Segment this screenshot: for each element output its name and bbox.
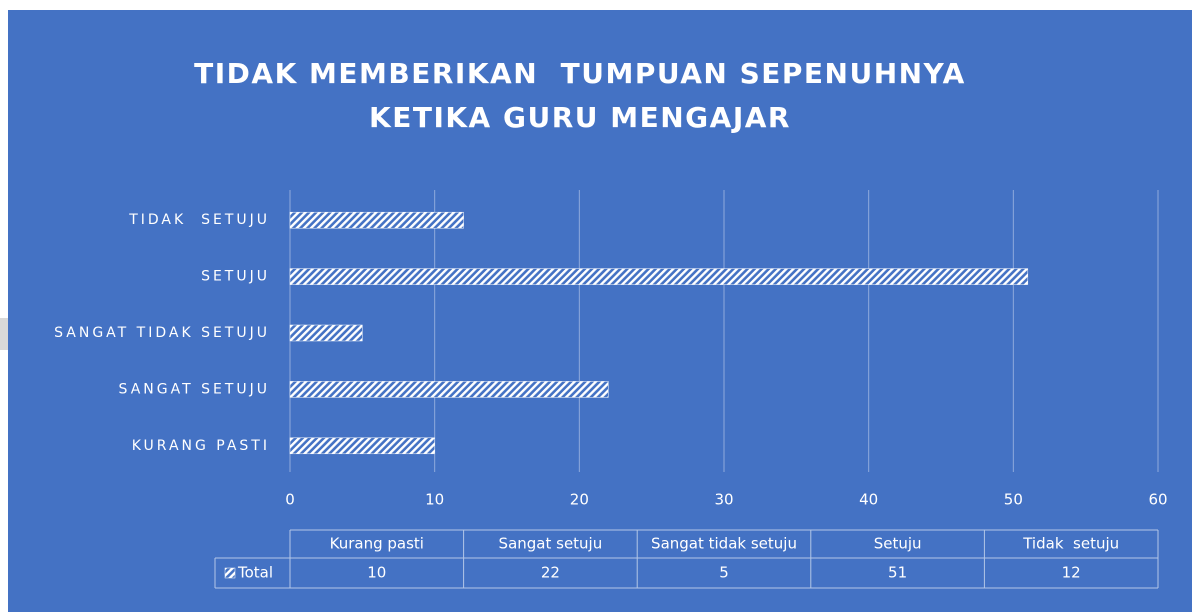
- legend-key: [224, 567, 236, 579]
- legend-label: Total: [237, 564, 273, 582]
- x-tick-label: 30: [714, 491, 733, 509]
- table-header: Setuju: [874, 535, 922, 553]
- table-header: Sangat setuju: [499, 535, 603, 553]
- bar: [289, 268, 1029, 285]
- x-tick-label: 20: [570, 491, 589, 509]
- bar: [289, 211, 464, 229]
- y-tick-label: Sangat setuju: [119, 381, 270, 397]
- bar: [289, 324, 363, 342]
- y-tick-label: Kurang pasti: [132, 438, 270, 454]
- table-value: 22: [541, 564, 560, 582]
- table-value: 12: [1062, 564, 1081, 582]
- table-header: Sangat tidak setuju: [651, 535, 797, 553]
- table-value: 10: [367, 564, 386, 582]
- bar: [289, 381, 609, 398]
- table-value: 51: [888, 564, 907, 582]
- y-tick-label: Sangat tidak setuju: [54, 325, 270, 341]
- table-value: 5: [719, 564, 729, 582]
- table-header: Tidak setuju: [1022, 535, 1119, 553]
- x-tick-label: 10: [425, 491, 444, 509]
- x-tick-label: 40: [859, 491, 878, 509]
- x-tick-label: 0: [285, 491, 295, 509]
- table-header: Kurang pasti: [330, 535, 424, 553]
- chart-title: TIDAK MEMBERIKAN TUMPUAN SEPENUHNYA KETI…: [194, 57, 978, 134]
- edge-marker: [0, 318, 8, 350]
- y-tick-label: Setuju: [201, 269, 270, 285]
- bar: [289, 437, 435, 455]
- x-tick-label: 50: [1004, 491, 1023, 509]
- x-tick-label: 60: [1148, 491, 1167, 509]
- chart-background: [8, 10, 1192, 612]
- y-tick-label: Tidak setuju: [128, 212, 270, 228]
